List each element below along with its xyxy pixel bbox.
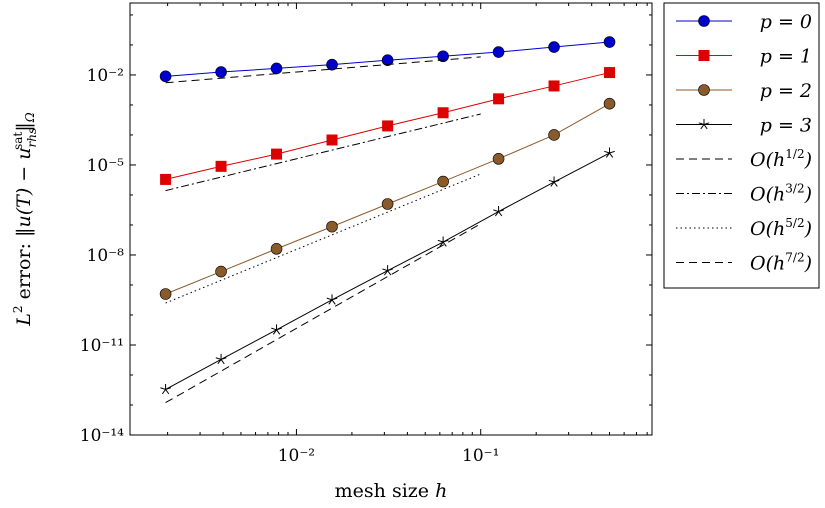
legend-label-main-1: p = 1 bbox=[760, 46, 812, 68]
legend-label-4: O(h1/2) bbox=[750, 147, 812, 171]
data-point-3-2 bbox=[271, 324, 282, 335]
legend-frame bbox=[663, 2, 820, 289]
legend-entry-7: O(h7/2) bbox=[676, 251, 812, 275]
data-point-2-3 bbox=[326, 220, 338, 233]
legend-label-exp-6: 5/2 bbox=[785, 216, 804, 230]
legend-label-main-2: p = 2 bbox=[760, 80, 812, 102]
data-point-1-7 bbox=[548, 80, 560, 92]
y-axis-label: L2 error: ‖u(T) − urhssat‖Ω bbox=[11, 112, 39, 326]
legend-label-3: p = 3 bbox=[760, 115, 812, 137]
legend-label-6: O(h5/2) bbox=[750, 216, 812, 240]
data-point-3-1 bbox=[215, 353, 227, 365]
legend-label-suffix-4: ) bbox=[804, 149, 812, 171]
series-7 bbox=[165, 223, 481, 404]
data-point-0-2 bbox=[270, 62, 283, 75]
series-0 bbox=[159, 36, 616, 83]
legend-swatch-marker-2 bbox=[698, 84, 710, 96]
legend-label-main-5: O(h bbox=[750, 184, 785, 206]
data-point-0-7 bbox=[548, 41, 560, 53]
legend-label-main-7: O(h bbox=[750, 253, 785, 275]
legend-swatch-marker-0 bbox=[698, 15, 710, 27]
legend-label-exp-5: 3/2 bbox=[785, 182, 804, 196]
data-point-1-5 bbox=[437, 107, 449, 119]
data-point-1-4 bbox=[382, 120, 394, 132]
data-point-2-5 bbox=[437, 175, 449, 188]
data-point-0-0 bbox=[159, 70, 172, 83]
legend-label-1: p = 1 bbox=[760, 46, 812, 68]
legend-label-main-6: O(h bbox=[750, 218, 785, 240]
y-tick-label-0: 10⁻² bbox=[87, 66, 124, 86]
legend-entry-3: p = 3 bbox=[676, 115, 812, 137]
series-line-5 bbox=[165, 113, 481, 192]
y-tick-label-4: 10⁻¹⁴ bbox=[80, 426, 124, 446]
series-2 bbox=[159, 97, 616, 300]
data-point-2-1 bbox=[215, 265, 227, 278]
legend-entry-2: p = 2 bbox=[676, 80, 812, 102]
legend: p = 0p = 1p = 2p = 3O(h1/2)O(h3/2)O(h5/2… bbox=[663, 2, 820, 289]
legend-entry-1: p = 1 bbox=[676, 46, 812, 68]
data-point-0-8 bbox=[603, 36, 616, 48]
data-point-3-5 bbox=[437, 236, 449, 247]
series-line-7 bbox=[165, 223, 481, 404]
series-line-6 bbox=[165, 173, 481, 304]
x-tick-label-0: 10⁻² bbox=[278, 446, 315, 466]
data-point-2-7 bbox=[548, 129, 560, 141]
legend-label-2: p = 2 bbox=[760, 80, 812, 102]
legend-label-exp-7: 7/2 bbox=[785, 251, 804, 265]
data-point-0-3 bbox=[326, 58, 338, 71]
legend-label-suffix-7: ) bbox=[804, 253, 812, 275]
data-point-1-6 bbox=[493, 93, 505, 105]
legend-label-7: O(h7/2) bbox=[750, 251, 812, 275]
data-point-2-6 bbox=[492, 153, 505, 165]
series-5 bbox=[165, 113, 481, 192]
legend-swatch-marker-3 bbox=[698, 119, 710, 130]
series-layer bbox=[159, 36, 616, 404]
plot-area-frame bbox=[129, 2, 653, 436]
data-point-2-8 bbox=[603, 97, 616, 110]
legend-label-exp-4: 1/2 bbox=[785, 147, 804, 161]
data-point-2-0 bbox=[159, 288, 172, 300]
data-point-3-6 bbox=[493, 206, 504, 217]
legend-swatch-marker-1 bbox=[698, 50, 710, 61]
legend-label-main-0: p = 0 bbox=[760, 11, 812, 33]
series-line-4 bbox=[165, 56, 481, 84]
ticks-layer: 10⁻² 10⁻⁵ 10⁻⁸ 10⁻¹¹ 10⁻¹⁴ 10⁻² 10⁻¹ bbox=[80, 3, 652, 466]
data-point-3-4 bbox=[382, 265, 394, 276]
series-6 bbox=[165, 173, 481, 304]
legend-label-main-3: p = 3 bbox=[760, 115, 812, 137]
data-point-2-4 bbox=[381, 198, 394, 210]
x-tick-label-1: 10⁻¹ bbox=[462, 446, 499, 466]
data-point-0-1 bbox=[215, 66, 227, 78]
data-point-0-6 bbox=[492, 46, 505, 58]
series-3 bbox=[160, 147, 615, 395]
x-axis-label: mesh size h bbox=[335, 480, 448, 502]
data-point-3-0 bbox=[160, 383, 171, 395]
data-point-1-2 bbox=[271, 148, 283, 160]
legend-label-suffix-6: ) bbox=[804, 218, 812, 240]
legend-label-suffix-5: ) bbox=[804, 184, 812, 206]
series-4 bbox=[165, 56, 481, 84]
data-point-3-7 bbox=[548, 176, 560, 187]
legend-entry-4: O(h1/2) bbox=[676, 147, 812, 171]
data-point-0-4 bbox=[381, 54, 394, 67]
legend-entry-6: O(h5/2) bbox=[676, 216, 812, 240]
legend-label-0: p = 0 bbox=[760, 11, 812, 33]
legend-label-main-4: O(h bbox=[750, 149, 785, 171]
data-point-1-3 bbox=[326, 134, 338, 146]
data-point-1-1 bbox=[215, 160, 227, 172]
data-point-1-0 bbox=[160, 173, 172, 185]
data-point-3-8 bbox=[604, 147, 615, 158]
y-tick-label-3: 10⁻¹¹ bbox=[80, 336, 124, 356]
legend-label-5: O(h3/2) bbox=[750, 182, 812, 206]
data-point-2-2 bbox=[270, 243, 283, 255]
legend-entry-5: O(h3/2) bbox=[676, 182, 812, 206]
data-point-3-3 bbox=[326, 294, 338, 305]
legend-entry-0: p = 0 bbox=[676, 11, 812, 33]
data-point-0-5 bbox=[437, 50, 449, 63]
y-tick-label-1: 10⁻⁵ bbox=[87, 156, 125, 176]
y-tick-label-2: 10⁻⁸ bbox=[87, 246, 125, 266]
series-1 bbox=[160, 67, 616, 185]
data-point-1-8 bbox=[604, 67, 616, 79]
